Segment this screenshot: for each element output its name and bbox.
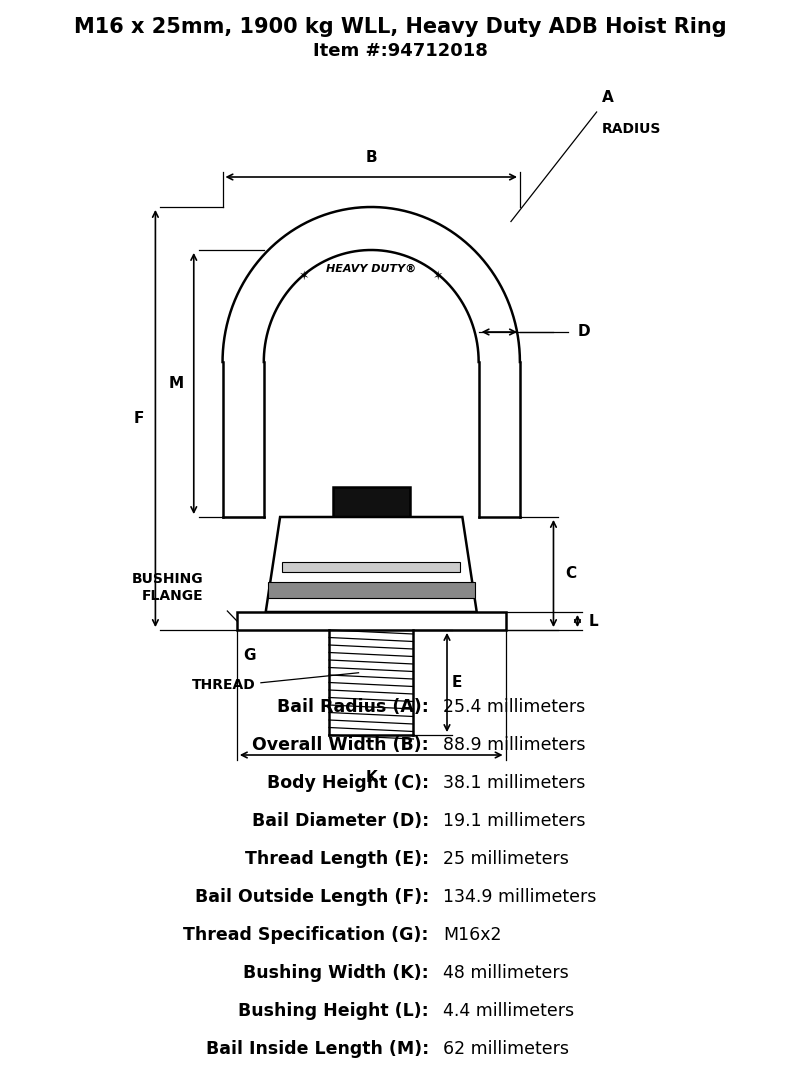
Text: G: G [244,648,256,663]
Text: M16x2: M16x2 [443,926,502,944]
Text: A: A [602,90,613,105]
Text: E: E [452,675,462,690]
Text: RADIUS: RADIUS [602,122,661,136]
Text: 25 millimeters: 25 millimeters [443,850,569,868]
Text: Bail Diameter (D):: Bail Diameter (D): [251,812,429,830]
Text: Bushing Height (L):: Bushing Height (L): [238,1002,429,1020]
Text: FLANGE: FLANGE [142,589,203,603]
Text: D: D [578,325,590,340]
Text: Bushing Width (K):: Bushing Width (K): [243,964,429,982]
Text: L: L [589,613,598,629]
Text: ✶: ✶ [433,270,444,283]
Bar [237,612,506,630]
Text: Item #:94712018: Item #:94712018 [313,42,487,60]
Text: 134.9 millimeters: 134.9 millimeters [443,888,597,906]
Text: BUSHING: BUSHING [132,572,203,586]
Text: Bail Radius (A):: Bail Radius (A): [277,698,429,716]
Polygon shape [266,517,477,612]
Text: M: M [169,377,184,391]
Text: 38.1 millimeters: 38.1 millimeters [443,774,586,792]
Bar [282,562,461,572]
Text: Bail Inside Length (M):: Bail Inside Length (M): [206,1040,429,1058]
Text: 19.1 millimeters: 19.1 millimeters [443,812,586,830]
Text: B: B [366,150,377,164]
Text: Thread Length (E):: Thread Length (E): [245,850,429,868]
Text: 25.4 millimeters: 25.4 millimeters [443,698,586,716]
Text: Thread Specification (G):: Thread Specification (G): [183,926,429,944]
Text: ✶: ✶ [299,270,310,283]
Text: 48 millimeters: 48 millimeters [443,964,569,982]
Bar [268,582,475,598]
Text: Body Height (C):: Body Height (C): [266,774,429,792]
Text: Bail Outside Length (F):: Bail Outside Length (F): [194,888,429,906]
Text: Overall Width (B):: Overall Width (B): [252,736,429,754]
Text: 4.4 millimeters: 4.4 millimeters [443,1002,574,1020]
Text: 62 millimeters: 62 millimeters [443,1040,569,1058]
Text: K: K [366,770,377,786]
Text: THREAD: THREAD [192,677,256,691]
Text: 88.9 millimeters: 88.9 millimeters [443,736,586,754]
Text: HEAVY DUTY®: HEAVY DUTY® [326,264,416,274]
Text: M16 x 25mm, 1900 kg WLL, Heavy Duty ADB Hoist Ring: M16 x 25mm, 1900 kg WLL, Heavy Duty ADB … [74,17,726,37]
Text: F: F [134,411,144,426]
Text: C: C [565,566,576,581]
Bar [333,487,410,517]
